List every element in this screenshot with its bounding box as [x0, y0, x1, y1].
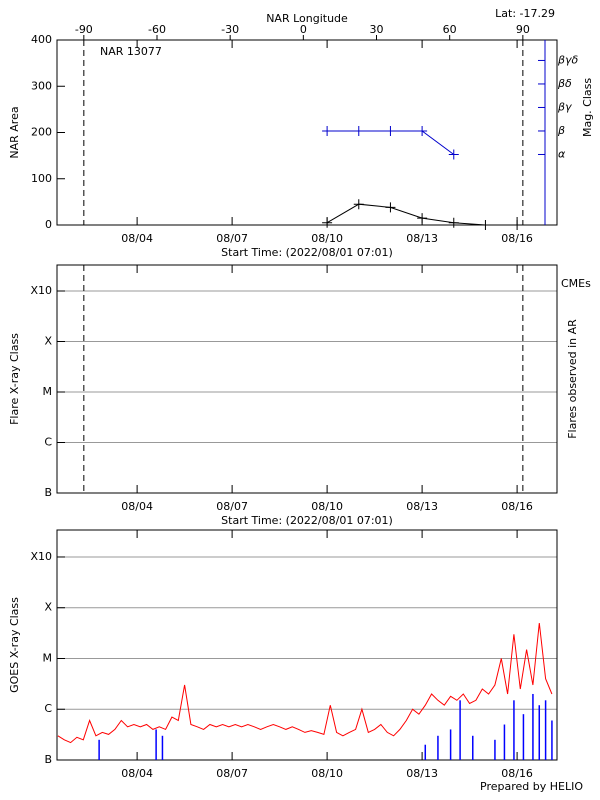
x-tick-label: 08/04 — [121, 767, 153, 780]
y-tick-label: 0 — [45, 218, 52, 231]
x-tick-label: 08/07 — [216, 232, 248, 245]
y2-tick-label: α — [558, 147, 566, 160]
y-tick-label: 200 — [31, 126, 52, 139]
point-marker — [322, 125, 333, 136]
y-axis-title: Flare X-ray Class — [8, 333, 21, 425]
y-tick-label: 300 — [31, 79, 52, 92]
x2-tick-label: 30 — [370, 23, 384, 36]
plot-frame — [56, 39, 558, 226]
x-axis-title: Start Time: (2022/08/01 07:01) — [221, 246, 393, 259]
point-marker — [512, 220, 523, 230]
point-marker — [385, 202, 396, 213]
y-tick-label: X — [44, 334, 52, 347]
x-tick-label: 08/16 — [501, 767, 533, 780]
credit-label: Prepared by HELIO — [480, 780, 583, 793]
point-marker — [385, 125, 396, 136]
legend-label: CMEs — [561, 277, 591, 290]
y-axis-title: GOES X-ray Class — [8, 597, 21, 693]
x2-tick-label: -60 — [148, 23, 166, 36]
x2-tick-label: -90 — [75, 23, 93, 36]
x-tick-label: 08/10 — [311, 232, 343, 245]
latitude-label: Lat: -17.29 — [495, 7, 555, 20]
series-line — [57, 622, 553, 744]
x-tick-label: 08/07 — [216, 767, 248, 780]
y-tick-label: 400 — [31, 33, 52, 46]
y-tick-label: C — [44, 435, 52, 448]
x-tick-label: 08/16 — [501, 232, 533, 245]
x-tick-label: 08/13 — [406, 232, 438, 245]
point-marker — [353, 199, 364, 210]
y-tick-label: X10 — [30, 284, 52, 297]
y2-axis-title: Flares observed in AR — [566, 319, 579, 439]
x-tick-label: 08/10 — [311, 767, 343, 780]
x-tick-label: 08/04 — [121, 232, 153, 245]
plot-frame — [56, 529, 558, 761]
x-tick-label: 08/10 — [311, 500, 343, 513]
y2-axis-title: Mag. Class — [581, 78, 594, 137]
point-marker — [322, 217, 333, 228]
x2-tick-label: 0 — [300, 23, 307, 36]
plot-frame — [56, 264, 558, 494]
x-tick-label: 08/07 — [216, 500, 248, 513]
y2-tick-label: β — [557, 124, 565, 137]
x2-tick-label: 60 — [443, 23, 457, 36]
point-marker — [417, 213, 428, 224]
y-tick-label: B — [44, 486, 52, 499]
x-axis-title: Start Time: (2022/08/01 07:01) — [221, 514, 393, 527]
y2-tick-label: βδ — [557, 77, 572, 90]
y-tick-label: M — [43, 385, 53, 398]
point-marker — [448, 149, 459, 160]
x2-tick-label: -30 — [221, 23, 239, 36]
x-tick-label: 08/16 — [501, 500, 533, 513]
x-tick-label: 08/13 — [406, 500, 438, 513]
y-tick-label: B — [44, 753, 52, 766]
point-marker — [353, 125, 364, 136]
y-tick-label: M — [43, 651, 53, 664]
point-marker — [480, 220, 491, 230]
y-axis-title: NAR Area — [8, 106, 21, 158]
chart-title: NAR 13077 — [100, 45, 162, 58]
y-tick-label: C — [44, 702, 52, 715]
y2-tick-label: βγδ — [557, 53, 579, 66]
x-tick-label: 08/04 — [121, 500, 153, 513]
y-tick-label: X10 — [30, 550, 52, 563]
x2-axis-title: NAR Longitude — [266, 12, 348, 25]
y-tick-label: X — [44, 601, 52, 614]
y-tick-label: 100 — [31, 172, 52, 185]
point-marker — [448, 217, 459, 228]
x-tick-label: 08/13 — [406, 767, 438, 780]
point-marker — [417, 125, 428, 136]
y2-tick-label: βγ — [557, 100, 572, 113]
x2-tick-label: 90 — [516, 23, 530, 36]
